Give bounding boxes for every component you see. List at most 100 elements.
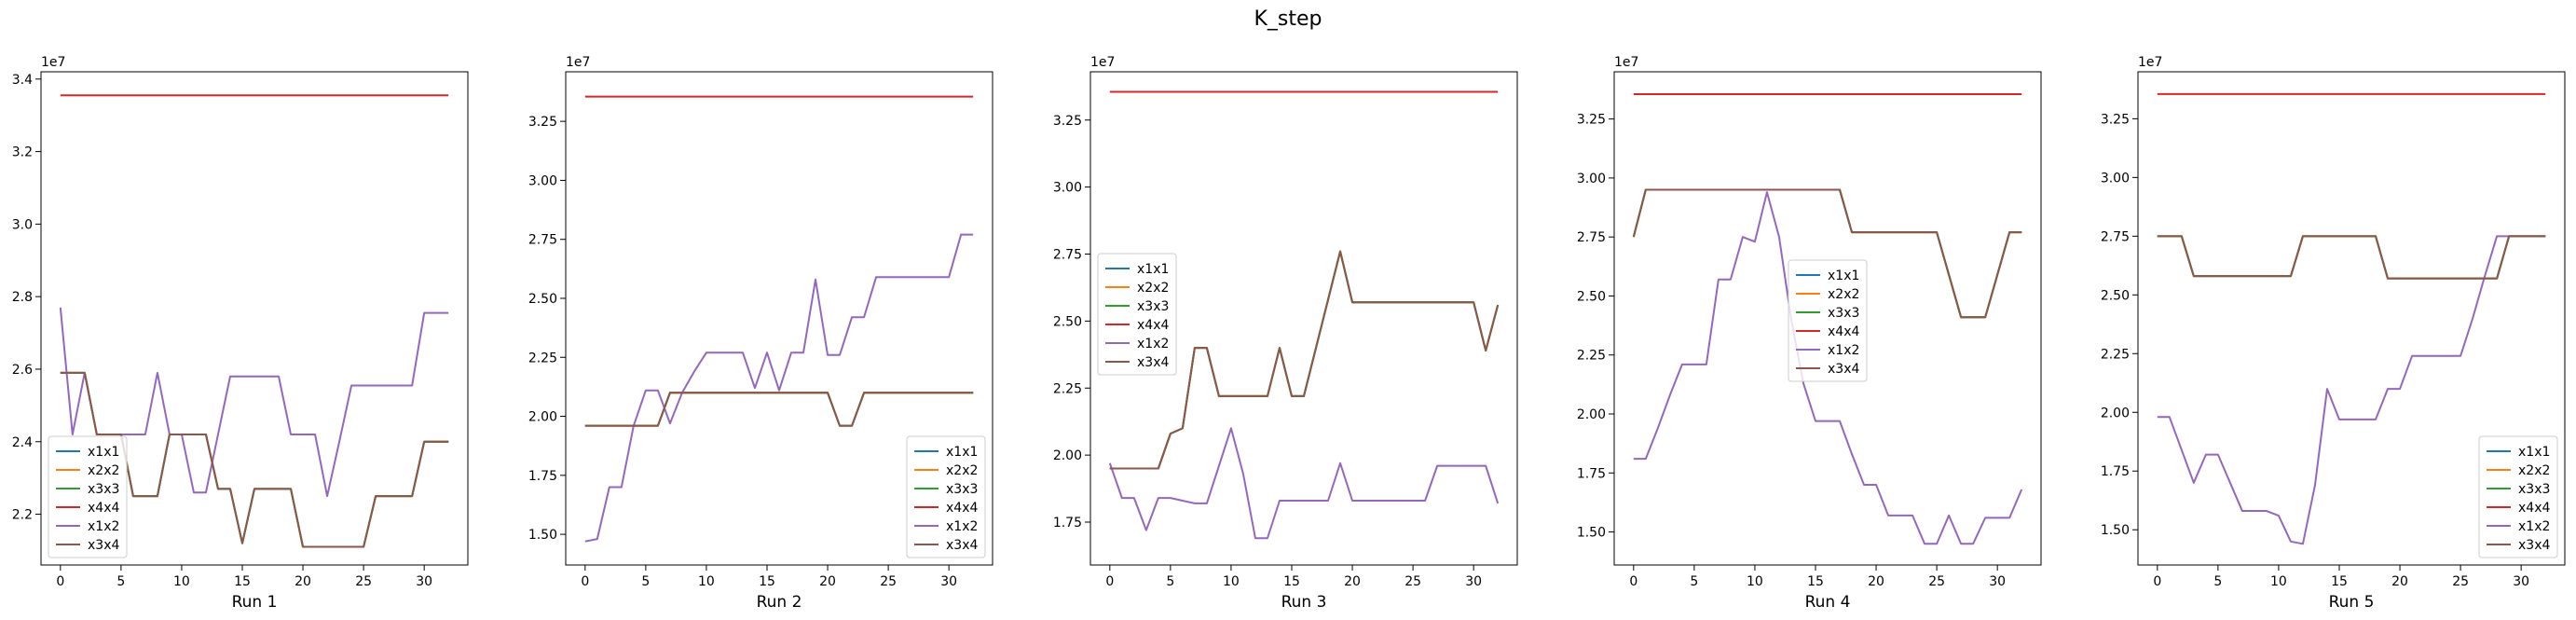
x-tick-label: 25 [880,574,897,589]
x-tick-label: 5 [1166,574,1174,589]
axes-frame [565,71,993,566]
legend-box [1097,253,1177,376]
legend-label-x3x3: x3x3 [2518,482,2550,497]
y-tick-label: 3.2 [12,145,33,160]
y-tick-label: 2.25 [1053,381,1082,396]
y-tick-label: 1.50 [528,528,557,543]
y-tick-label: 1.75 [1577,466,1606,481]
legend-label-x1x2: x1x2 [1137,337,1169,351]
series-lines [1632,93,2023,545]
legend-label-x3x3: x3x3 [946,482,978,497]
legend-label-x3x4: x3x4 [2518,538,2550,553]
x-tick-label: 5 [1690,574,1698,589]
series-line-x1x2 [1633,191,2023,545]
x-tick-label: 15 [2331,574,2348,589]
series-lines [2157,92,2546,545]
y-tick-label: 3.00 [528,173,557,188]
subplot-run-5: 0 5 10 15 20 25 30 1.50 1.75 2.00 2.25 2.50 2.75 3.00… [2101,55,2566,612]
x-tick-label: 30 [2513,574,2529,589]
x-axis-label: Run 1 [232,593,278,612]
y-tick-label: 2.50 [1053,314,1082,329]
y-tick-label: 3.0 [12,217,33,232]
x-tick-label: 10 [2270,574,2287,589]
y-axis-ticks: 1.50 1.75 2.00 2.25 2.50 2.75 3.00 3.25 [1577,113,1614,541]
y-tick-label: 2.8 [12,290,33,305]
legend-label-x3x3: x3x3 [1137,299,1169,314]
legend-label-x2x2: x2x2 [2518,463,2550,478]
figure-title: K_step [1254,7,1322,31]
x-tick-label: 0 [1105,574,1114,589]
series-line-x1x2 [2157,235,2546,545]
x-tick-label: 5 [641,574,650,589]
legend-label-x2x2: x2x2 [88,463,119,478]
legend-label-x4x4: x4x4 [88,501,119,516]
x-tick-label: 25 [1404,574,1421,589]
axes-frame [1613,71,2042,566]
y-tick-label: 2.00 [1053,448,1082,463]
series-line-x3x4 [1109,250,1500,470]
series-lines [1108,90,1500,540]
y-tick-label: 2.50 [2101,288,2130,303]
legend: x1x1 x2x2 x3x3 x4x4 x1x2 x3x4 [48,435,128,558]
y-tick-label: 1.50 [2101,523,2130,538]
x-tick-label: 15 [1283,574,1300,589]
x-axis-label: Run 4 [1805,593,1851,612]
legend-label-x3x4: x3x4 [946,538,978,553]
legend-label-x4x4: x4x4 [1828,324,1859,339]
y-tick-label: 2.25 [528,351,557,365]
legend-label-x2x2: x2x2 [1137,281,1169,296]
y-tick-label: 2.00 [2101,406,2130,420]
x-axis-ticks: 0 5 10 15 20 25 30 [1629,565,2006,589]
x-axis-label: Run 3 [1281,593,1327,612]
x-axis-ticks: 0 5 10 15 20 25 30 [581,565,957,589]
x-tick-label: 25 [355,574,372,589]
x-tick-label: 20 [819,574,836,589]
legend-label-x1x1: x1x1 [88,445,119,460]
y-tick-label: 2.75 [1577,230,1606,245]
y-tick-label: 2.50 [528,292,557,307]
y-offset-label: 1e7 [41,55,65,70]
x-tick-label: 20 [2391,574,2408,589]
y-tick-label: 3.25 [528,115,557,130]
legend: x1x1 x2x2 x3x3 x4x4 x1x2 x3x4 [906,435,986,558]
legend-label-x3x3: x3x3 [1828,306,1859,321]
x-tick-label: 0 [2153,574,2161,589]
legend-label-x2x2: x2x2 [1828,287,1859,302]
y-tick-label: 2.75 [2101,229,2130,244]
y-tick-label: 2.75 [1053,248,1082,263]
y-tick-label: 2.6 [12,363,33,378]
subplot-run-4: 0 5 10 15 20 25 30 1.50 1.75 2.00 2.25 2.50 2.75 3.00… [1577,55,2042,612]
subplot-run-3: 0 5 10 15 20 25 30 1.75 2.00 2.25 2.50 2.75 3.00 3.25… [1053,55,1518,612]
subplot-run-1: 0 5 10 15 20 25 30 2.2 2.4 2.6 2.8 3.0 3.2 3.4 1e7 Run … [12,55,469,612]
legend-label-x1x2: x1x2 [946,519,978,534]
x-axis-ticks: 0 5 10 15 20 25 30 [2153,565,2529,589]
x-tick-label: 5 [2213,574,2222,589]
x-tick-label: 20 [1344,574,1361,589]
legend-label-x1x1: x1x1 [1137,262,1169,277]
x-axis-ticks: 0 5 10 15 20 25 30 [56,565,432,589]
axes-frame [2137,71,2566,566]
axes-frame [1089,71,1518,566]
legend: x1x1 x2x2 x3x3 x4x4 x1x2 x3x4 [1097,253,1177,376]
y-tick-label: 2.00 [1577,407,1606,422]
y-axis-ticks: 2.2 2.4 2.6 2.8 3.0 3.2 3.4 [12,73,41,523]
y-axis-ticks: 1.75 2.00 2.25 2.50 2.75 3.00 3.25 [1053,114,1090,530]
y-offset-label: 1e7 [1090,55,1115,70]
series-lines [584,95,974,543]
y-tick-label: 3.00 [1053,181,1082,196]
series-line-x1x2 [584,233,974,543]
legend: x1x1 x2x2 x3x3 x4x4 x1x2 x3x4 [2478,435,2558,558]
series-line-x3x4 [1632,188,2022,319]
legend-label-x4x4: x4x4 [946,501,978,516]
y-tick-label: 1.75 [1053,516,1082,530]
y-tick-label: 2.2 [12,508,33,523]
y-tick-label: 3.00 [1577,172,1606,186]
x-tick-label: 10 [1223,574,1240,589]
x-tick-label: 20 [1868,574,1884,589]
y-tick-label: 2.4 [12,435,33,450]
x-tick-label: 10 [173,574,190,589]
x-tick-label: 5 [116,574,125,589]
legend-label-x4x4: x4x4 [1137,318,1169,333]
subplot-run-2: 0 5 10 15 20 25 30 1.50 1.75 2.00 2.25 2.50 2.75 3.00… [528,55,993,612]
